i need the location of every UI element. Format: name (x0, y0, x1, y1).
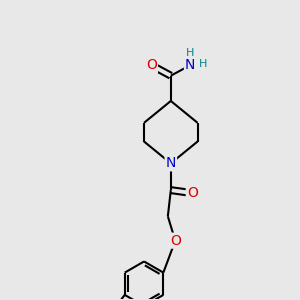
Text: O: O (187, 186, 198, 200)
Text: O: O (170, 234, 181, 248)
Text: N: N (185, 58, 195, 72)
Text: N: N (166, 156, 176, 170)
Text: H: H (186, 48, 194, 58)
Text: H: H (198, 59, 207, 69)
Text: O: O (146, 58, 157, 72)
